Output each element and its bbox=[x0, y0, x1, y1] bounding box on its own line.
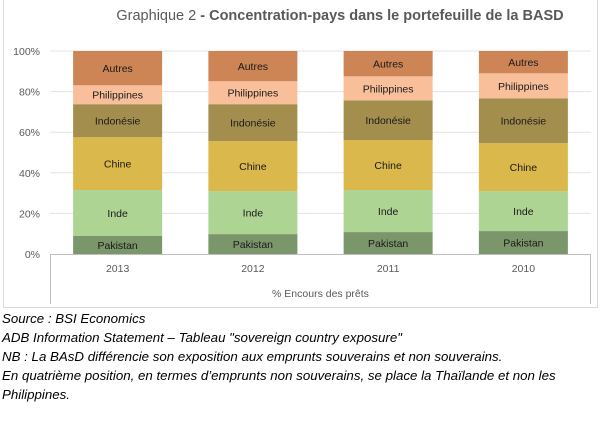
bar-segment-autres bbox=[343, 51, 433, 77]
bar-segment-chine bbox=[478, 143, 568, 192]
bar-segment-pakistan bbox=[478, 231, 568, 254]
segment-label: Pakistan bbox=[233, 239, 273, 251]
bar-segment-chine bbox=[73, 137, 163, 191]
chart-frame bbox=[3, 0, 598, 308]
bar-segment-indonésie bbox=[73, 104, 163, 138]
segment-label: Pakistan bbox=[368, 238, 408, 250]
y-tick-label: 0% bbox=[25, 249, 40, 261]
segment-label: Pakistan bbox=[503, 238, 543, 250]
x-tick-label: 2011 bbox=[377, 263, 400, 275]
y-tick-label: 40% bbox=[19, 168, 40, 180]
bar-segment-autres bbox=[73, 51, 163, 86]
segment-label: Indonésie bbox=[230, 118, 276, 130]
bar-segment-chine bbox=[208, 141, 298, 192]
segment-label: Philippines bbox=[92, 90, 143, 102]
x-tick-label: 2010 bbox=[512, 263, 536, 275]
y-tick-label: 100% bbox=[13, 46, 40, 58]
segment-label: Philippines bbox=[498, 81, 549, 93]
source-note: Source : BSI Economics bbox=[2, 311, 146, 326]
bar-segment-pakistan bbox=[343, 232, 433, 254]
x-tick-label: 2013 bbox=[106, 263, 130, 275]
bar-segment-autres bbox=[208, 51, 298, 82]
bar-segment-pakistan bbox=[73, 235, 163, 254]
notes: Source : BSI Economics ADB Information S… bbox=[2, 309, 605, 404]
segment-label: Inde bbox=[513, 206, 534, 218]
ranking-note-cont: Philippines. bbox=[2, 387, 71, 402]
segment-label: Philippines bbox=[363, 83, 414, 95]
bar-segment-philippines bbox=[343, 76, 433, 101]
segment-label: Autres bbox=[373, 59, 403, 71]
bar-segment-autres bbox=[478, 51, 568, 74]
segment-label: Inde bbox=[243, 208, 264, 220]
segment-label: Inde bbox=[378, 206, 399, 218]
bar-segment-philippines bbox=[478, 73, 568, 99]
bar-segment-inde bbox=[478, 191, 568, 232]
y-tick-label: 80% bbox=[19, 87, 40, 99]
bar-segment-indonésie bbox=[343, 100, 433, 141]
nb-note: NB : La BAsD différencie son exposition … bbox=[2, 349, 503, 364]
reference-note: ADB Information Statement – Tableau "sov… bbox=[2, 330, 402, 345]
y-tick-label: 20% bbox=[19, 208, 40, 220]
segment-label: Indonésie bbox=[95, 116, 141, 128]
stacked-bar-chart: 0% 20% 40% 60% 80% 100% Pakistan Inde Chine Indon… bbox=[13, 46, 591, 304]
bar-segment-philippines bbox=[208, 81, 298, 105]
segment-label: Autres bbox=[508, 57, 538, 69]
bar-segment-indonésie bbox=[208, 104, 298, 142]
segment-label: Autres bbox=[102, 63, 132, 75]
bar-segment-inde bbox=[73, 190, 163, 236]
bar-segment-inde bbox=[343, 190, 433, 233]
segment-label: Chine bbox=[374, 160, 402, 172]
x-axis-title: % Encours des prêts bbox=[272, 288, 369, 300]
segment-label: Philippines bbox=[227, 88, 278, 100]
x-tick-label: 2012 bbox=[241, 263, 265, 275]
segment-label: Chine bbox=[104, 159, 132, 171]
bar-segment-pakistan bbox=[208, 234, 298, 254]
segment-label: Indonésie bbox=[365, 115, 411, 127]
y-tick-label: 60% bbox=[19, 127, 40, 139]
segment-label: Inde bbox=[107, 208, 128, 220]
segment-label: Chine bbox=[510, 162, 538, 174]
chart-title: Graphique 2 - Concentration-pays dans le… bbox=[90, 6, 590, 26]
title-prefix: Graphique 2 bbox=[116, 8, 197, 24]
bar-segment-chine bbox=[343, 140, 433, 191]
bar-segment-philippines bbox=[73, 85, 163, 105]
segment-label: Indonésie bbox=[501, 116, 547, 128]
bar-segment-inde bbox=[208, 191, 298, 235]
bar-segment-indonésie bbox=[478, 98, 568, 144]
title-main: - Concentration-pays dans le portefeuill… bbox=[200, 8, 564, 24]
segment-label: Chine bbox=[239, 161, 267, 173]
segment-label: Pakistan bbox=[97, 240, 137, 252]
segment-label: Autres bbox=[238, 61, 268, 73]
ranking-note: En quatrième position, en termes d’empru… bbox=[2, 368, 556, 383]
